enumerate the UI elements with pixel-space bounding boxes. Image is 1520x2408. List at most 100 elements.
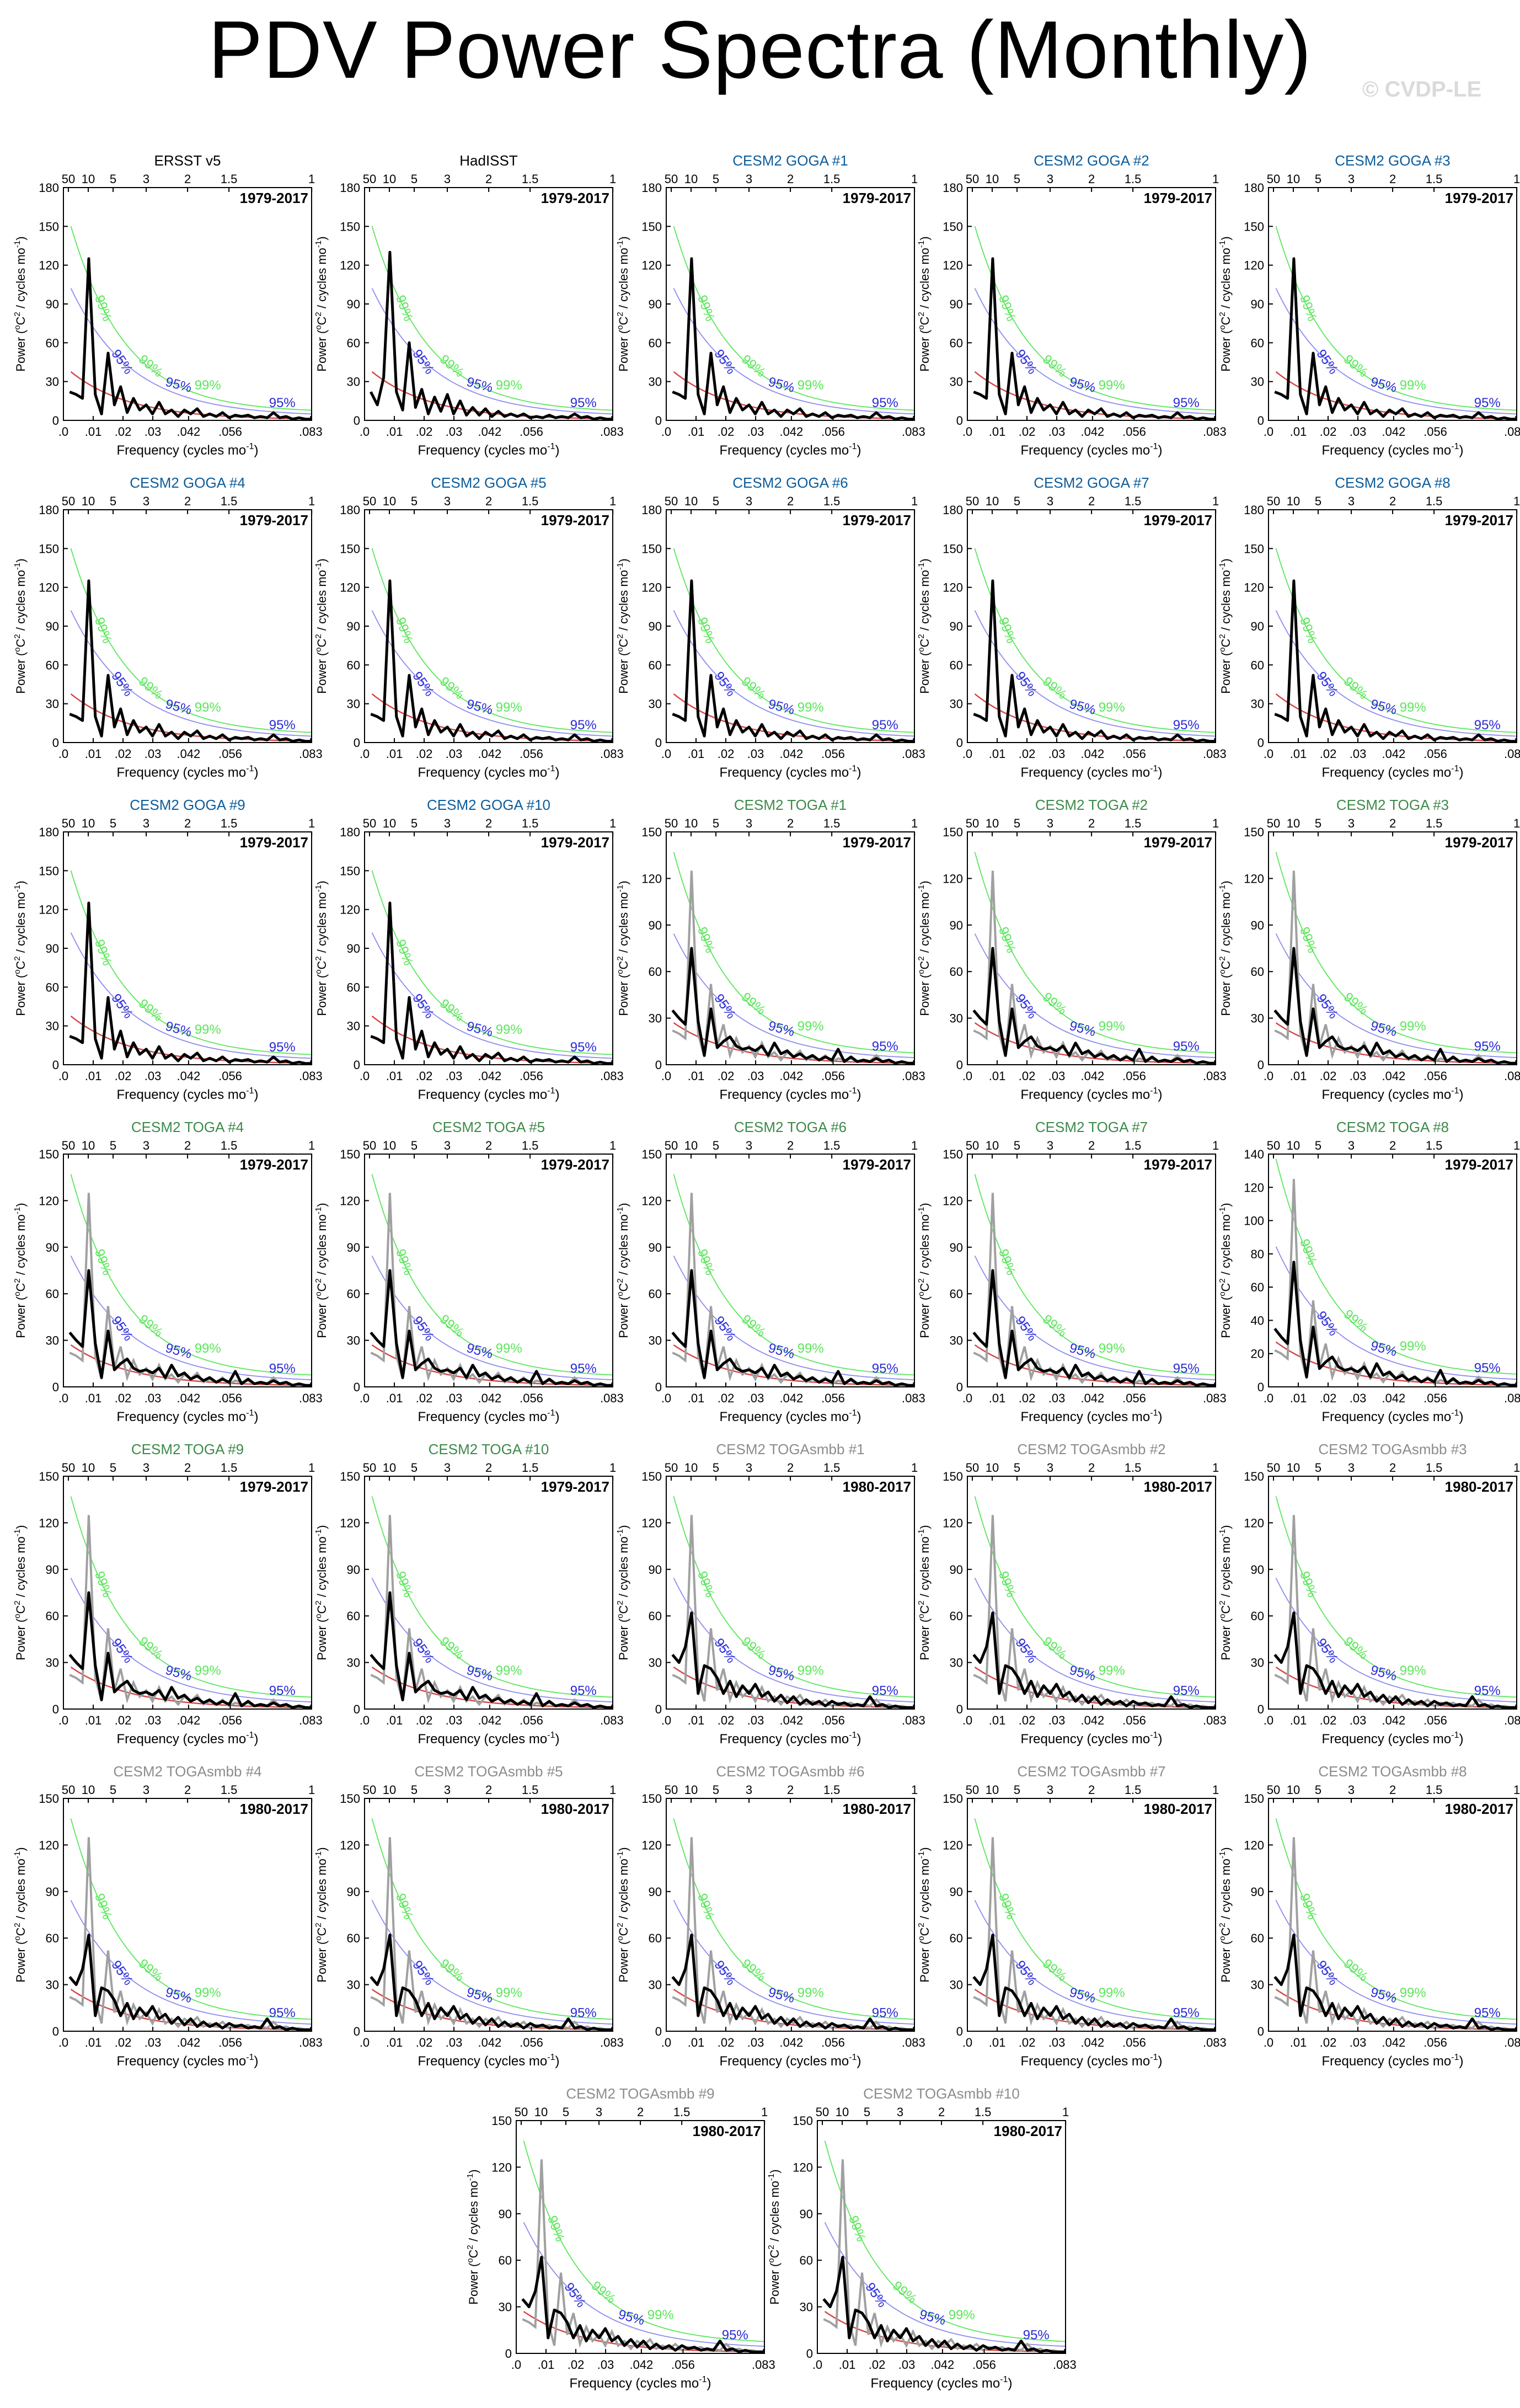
panel-period: 1980-2017 xyxy=(541,1801,609,1817)
top-tick-label: 1 xyxy=(308,1139,315,1152)
y-tick-label: 0 xyxy=(1257,1702,1264,1716)
blue-ci-curve xyxy=(371,610,613,737)
y-axis-label: Power (oC2 / cycles mo-1) xyxy=(13,1525,28,1660)
panel-period: 1979-2017 xyxy=(240,834,308,851)
top-tick-label: 5 xyxy=(1014,494,1020,508)
ci-label-99: 99% xyxy=(1297,615,1320,645)
x-tick-label: .083 xyxy=(1504,1391,1520,1405)
x-tick-label: .042 xyxy=(1080,425,1104,439)
x-tick-label: .083 xyxy=(299,1713,323,1727)
ci-label-99: 99% xyxy=(195,1663,221,1678)
y-tick-label: 30 xyxy=(1251,375,1264,389)
top-tick-label: 3 xyxy=(143,494,149,508)
green-ci-curve xyxy=(673,1496,914,1698)
y-tick-label: 120 xyxy=(340,1516,360,1530)
spectrum-line xyxy=(69,901,312,1065)
ci-label-95: 95% xyxy=(1068,1018,1097,1040)
y-tick-label: 60 xyxy=(649,1931,662,1945)
ci-label-95: 95% xyxy=(1474,2006,1501,2021)
spectrum-line xyxy=(370,901,613,1065)
x-tick-label: .03 xyxy=(747,747,764,761)
y-tick-label: 120 xyxy=(491,2160,512,2174)
spectrum-line xyxy=(1273,1261,1517,1387)
green-ci-curve xyxy=(974,548,1216,733)
x-axis-label: Frequency (cycles mo-1) xyxy=(720,442,861,458)
x-tick-label: .02 xyxy=(568,2358,585,2372)
green-ci-curve xyxy=(1275,226,1517,411)
y-tick-label: 90 xyxy=(950,919,963,932)
x-tick-label: .03 xyxy=(446,425,463,439)
ci-label-99: 99% xyxy=(136,1956,165,1985)
top-tick-label: 10 xyxy=(82,1139,95,1152)
top-tick-label: 3 xyxy=(1348,494,1355,508)
x-axis-label: Frequency (cycles mo-1) xyxy=(117,2053,259,2069)
y-tick-label: 90 xyxy=(649,297,662,311)
y-tick-label: 30 xyxy=(46,1656,59,1670)
y-tick-label: 0 xyxy=(354,414,360,428)
top-tick-label: 2 xyxy=(485,816,492,830)
y-tick-label: 180 xyxy=(340,503,360,517)
y-tick-label: 150 xyxy=(340,1147,360,1161)
panel-period: 1980-2017 xyxy=(1445,1478,1513,1495)
spectrum-line xyxy=(370,1934,613,2031)
ci-label-99: 99% xyxy=(890,2278,919,2307)
spectrum-panel: 99%95% 99%95% 99%95%0306090120150180.0.01.… xyxy=(917,152,1227,458)
green-ci-curve xyxy=(70,548,312,733)
x-axis-label: Frequency (cycles mo-1) xyxy=(720,1731,861,1747)
y-tick-label: 60 xyxy=(46,1287,59,1301)
ci-label-95: 95% xyxy=(164,1019,193,1040)
y-axis-label: Power (oC2 / cycles mo-1) xyxy=(314,558,329,693)
x-tick-label: .056 xyxy=(1423,747,1447,761)
ci-label-99: 99% xyxy=(496,378,522,393)
top-tick-label: 2 xyxy=(1088,172,1095,186)
y-tick-label: 0 xyxy=(655,1058,662,1072)
top-tick-label: 10 xyxy=(383,494,396,508)
top-tick-label: 3 xyxy=(746,172,752,186)
top-tick-label: 2 xyxy=(1088,1461,1095,1475)
y-tick-label: 120 xyxy=(641,581,662,595)
ci-label-95: 95% xyxy=(1369,1018,1398,1040)
y-tick-label: 30 xyxy=(347,697,360,711)
top-tick-label: 1.5 xyxy=(522,816,539,830)
y-tick-label: 30 xyxy=(950,375,963,389)
top-tick-label: 10 xyxy=(383,816,396,830)
red-noise-curve xyxy=(371,371,613,420)
ci-label-99: 99% xyxy=(195,1985,221,2000)
y-axis-label: Power (oC2 / cycles mo-1) xyxy=(616,1847,630,1982)
x-axis-label: Frequency (cycles mo-1) xyxy=(418,1086,560,1102)
spectrum-panel: 99%95% 99%95% 99%95%0306090120150180.0.01.… xyxy=(616,152,925,458)
ci-label-99: 99% xyxy=(996,1569,1019,1599)
blue-ci-curve xyxy=(1275,933,1517,1058)
red-noise-curve xyxy=(371,1344,613,1386)
x-tick-label: .01 xyxy=(85,2036,102,2049)
red-noise-curve xyxy=(974,1022,1216,1064)
y-tick-label: 150 xyxy=(340,542,360,556)
x-tick-label: .083 xyxy=(1203,1069,1227,1083)
panel-title: CESM2 TOGAsmbb #7 xyxy=(1017,1763,1165,1780)
ci-label-95: 95% xyxy=(1474,718,1501,733)
y-tick-label: 60 xyxy=(800,2254,813,2267)
y-tick-label: 60 xyxy=(46,1609,59,1623)
y-tick-label: 60 xyxy=(950,658,963,672)
y-tick-label: 30 xyxy=(46,1978,59,1992)
x-tick-label: .02 xyxy=(718,747,735,761)
top-tick-label: 10 xyxy=(986,494,999,508)
top-tick-label: 1.5 xyxy=(823,1461,841,1475)
blue-ci-curve xyxy=(371,1255,613,1380)
spectrum-line xyxy=(370,1269,613,1387)
x-tick-label: .02 xyxy=(1320,747,1337,761)
red-noise-curve xyxy=(70,1989,312,2031)
y-tick-label: 90 xyxy=(1251,1885,1264,1899)
y-tick-label: 90 xyxy=(46,1241,59,1254)
y-tick-label: 120 xyxy=(641,872,662,885)
y-tick-label: 30 xyxy=(649,1978,662,1992)
top-tick-label: 5 xyxy=(713,1139,719,1152)
top-tick-label: 1 xyxy=(1212,494,1219,508)
ci-label-99: 99% xyxy=(1040,990,1069,1018)
top-tick-label: 10 xyxy=(986,816,999,830)
spectrum-panel: 99%95% 99%95% 99%95%0306090120150.0.01.02.… xyxy=(13,1119,323,1424)
ci-label-99: 99% xyxy=(1400,1985,1426,2000)
y-tick-label: 150 xyxy=(1244,220,1264,233)
ci-label-99: 99% xyxy=(694,1892,718,1921)
